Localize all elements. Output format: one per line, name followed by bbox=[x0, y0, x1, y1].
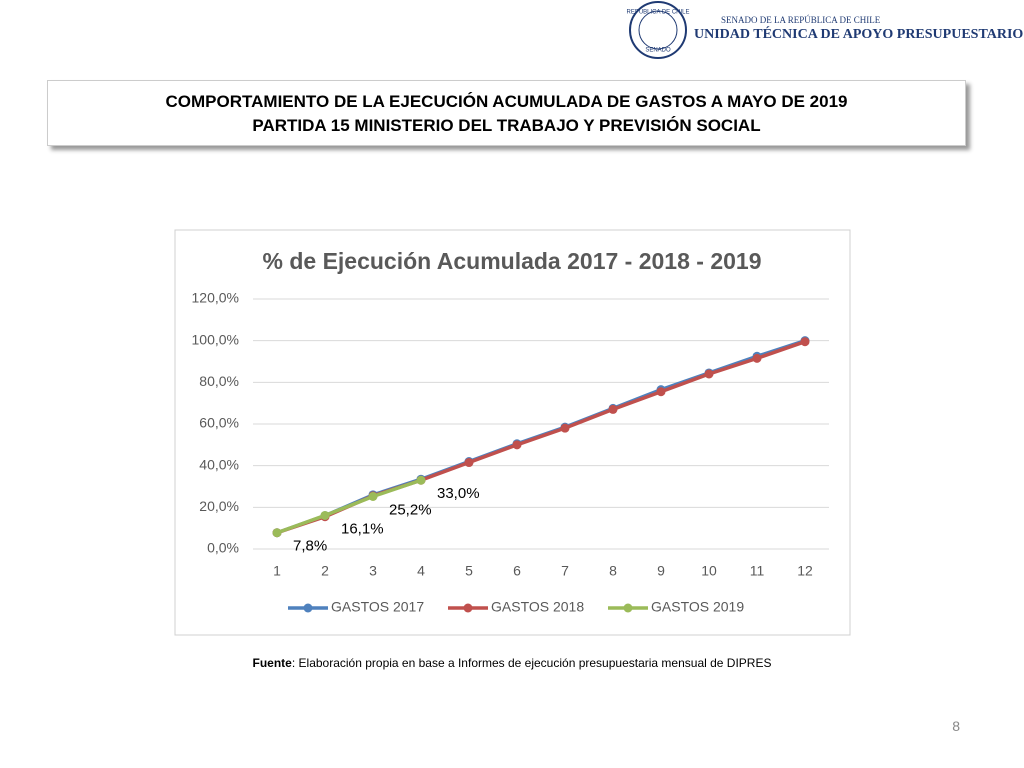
marker bbox=[560, 423, 570, 433]
marker bbox=[320, 510, 330, 520]
seal bbox=[629, 1, 687, 59]
x-tick-label: 5 bbox=[465, 563, 473, 579]
legend-label: GASTOS 2019 bbox=[651, 599, 744, 615]
seal-top: REPÚBLICA DE CHILE bbox=[626, 9, 689, 16]
data-label: 33,0% bbox=[437, 485, 480, 502]
x-tick-label: 8 bbox=[609, 563, 617, 579]
marker bbox=[608, 404, 618, 414]
marker bbox=[272, 528, 282, 538]
legend-marker bbox=[463, 603, 473, 613]
seal-inner bbox=[638, 10, 678, 50]
data-label: 16,1% bbox=[341, 520, 384, 537]
source-text: : Elaboración propia en base a Informes … bbox=[291, 656, 772, 670]
legend-marker bbox=[303, 603, 313, 613]
source-note: Fuente: Elaboración propia en base a Inf… bbox=[0, 656, 1024, 670]
y-tick-label: 100,0% bbox=[192, 331, 239, 347]
data-label: 25,2% bbox=[389, 501, 432, 518]
x-tick-label: 9 bbox=[657, 563, 665, 579]
marker bbox=[368, 492, 378, 501]
x-tick-label: 6 bbox=[513, 563, 521, 579]
chart-title: % de Ejecución Acumulada 2017 - 2018 - 2… bbox=[263, 248, 762, 274]
y-tick-label: 80,0% bbox=[199, 373, 239, 389]
x-tick-label: 1 bbox=[273, 563, 281, 579]
y-tick-label: 120,0% bbox=[192, 290, 239, 306]
seal-bottom: SENADO bbox=[645, 48, 671, 54]
marker bbox=[416, 475, 426, 485]
x-tick-label: 10 bbox=[701, 563, 717, 579]
x-tick-label: 2 bbox=[321, 563, 329, 579]
data-label: 7,8% bbox=[293, 538, 327, 555]
x-tick-label: 12 bbox=[797, 563, 813, 579]
legend-marker bbox=[623, 603, 633, 613]
y-tick-label: 0,0% bbox=[207, 540, 239, 556]
marker bbox=[656, 387, 666, 397]
slide-title: COMPORTAMIENTO DE LA EJECUCIÓN ACUMULADA… bbox=[47, 80, 966, 146]
source-label: Fuente bbox=[252, 656, 292, 670]
x-tick-label: 11 bbox=[750, 563, 765, 579]
slide-title-line: PARTIDA 15 MINISTERIO DEL TRABAJO Y PREV… bbox=[252, 116, 761, 135]
header-line2: UNIDAD TÉCNICA DE APOYO PRESUPUESTARIO bbox=[694, 25, 1023, 42]
y-tick-label: 60,0% bbox=[199, 415, 239, 431]
x-tick-label: 3 bbox=[369, 563, 377, 579]
legend-label: GASTOS 2018 bbox=[491, 599, 584, 615]
slide-title-line: COMPORTAMIENTO DE LA EJECUCIÓN ACUMULADA… bbox=[165, 92, 848, 111]
x-tick-label: 7 bbox=[561, 563, 569, 579]
y-tick-label: 20,0% bbox=[199, 498, 239, 514]
legend-label: GASTOS 2017 bbox=[331, 599, 424, 615]
marker bbox=[512, 440, 522, 450]
logo: REPÚBLICA DE CHILE SENADO SENADO DE LA R… bbox=[626, 1, 1023, 59]
y-tick-label: 40,0% bbox=[199, 456, 239, 472]
chart-frame bbox=[174, 229, 851, 636]
marker bbox=[752, 353, 762, 363]
x-tick-label: 4 bbox=[417, 563, 425, 579]
marker bbox=[800, 337, 810, 347]
header-line1: SENADO DE LA REPÚBLICA DE CHILE bbox=[721, 15, 881, 25]
series-line bbox=[276, 478, 422, 535]
marker bbox=[704, 369, 714, 379]
marker bbox=[464, 458, 474, 468]
plot: 0,0%20,0%40,0%60,0%80,0%100,0%120,0%1 2 3 4… bbox=[192, 290, 829, 615]
page-number: 8 bbox=[952, 718, 960, 734]
